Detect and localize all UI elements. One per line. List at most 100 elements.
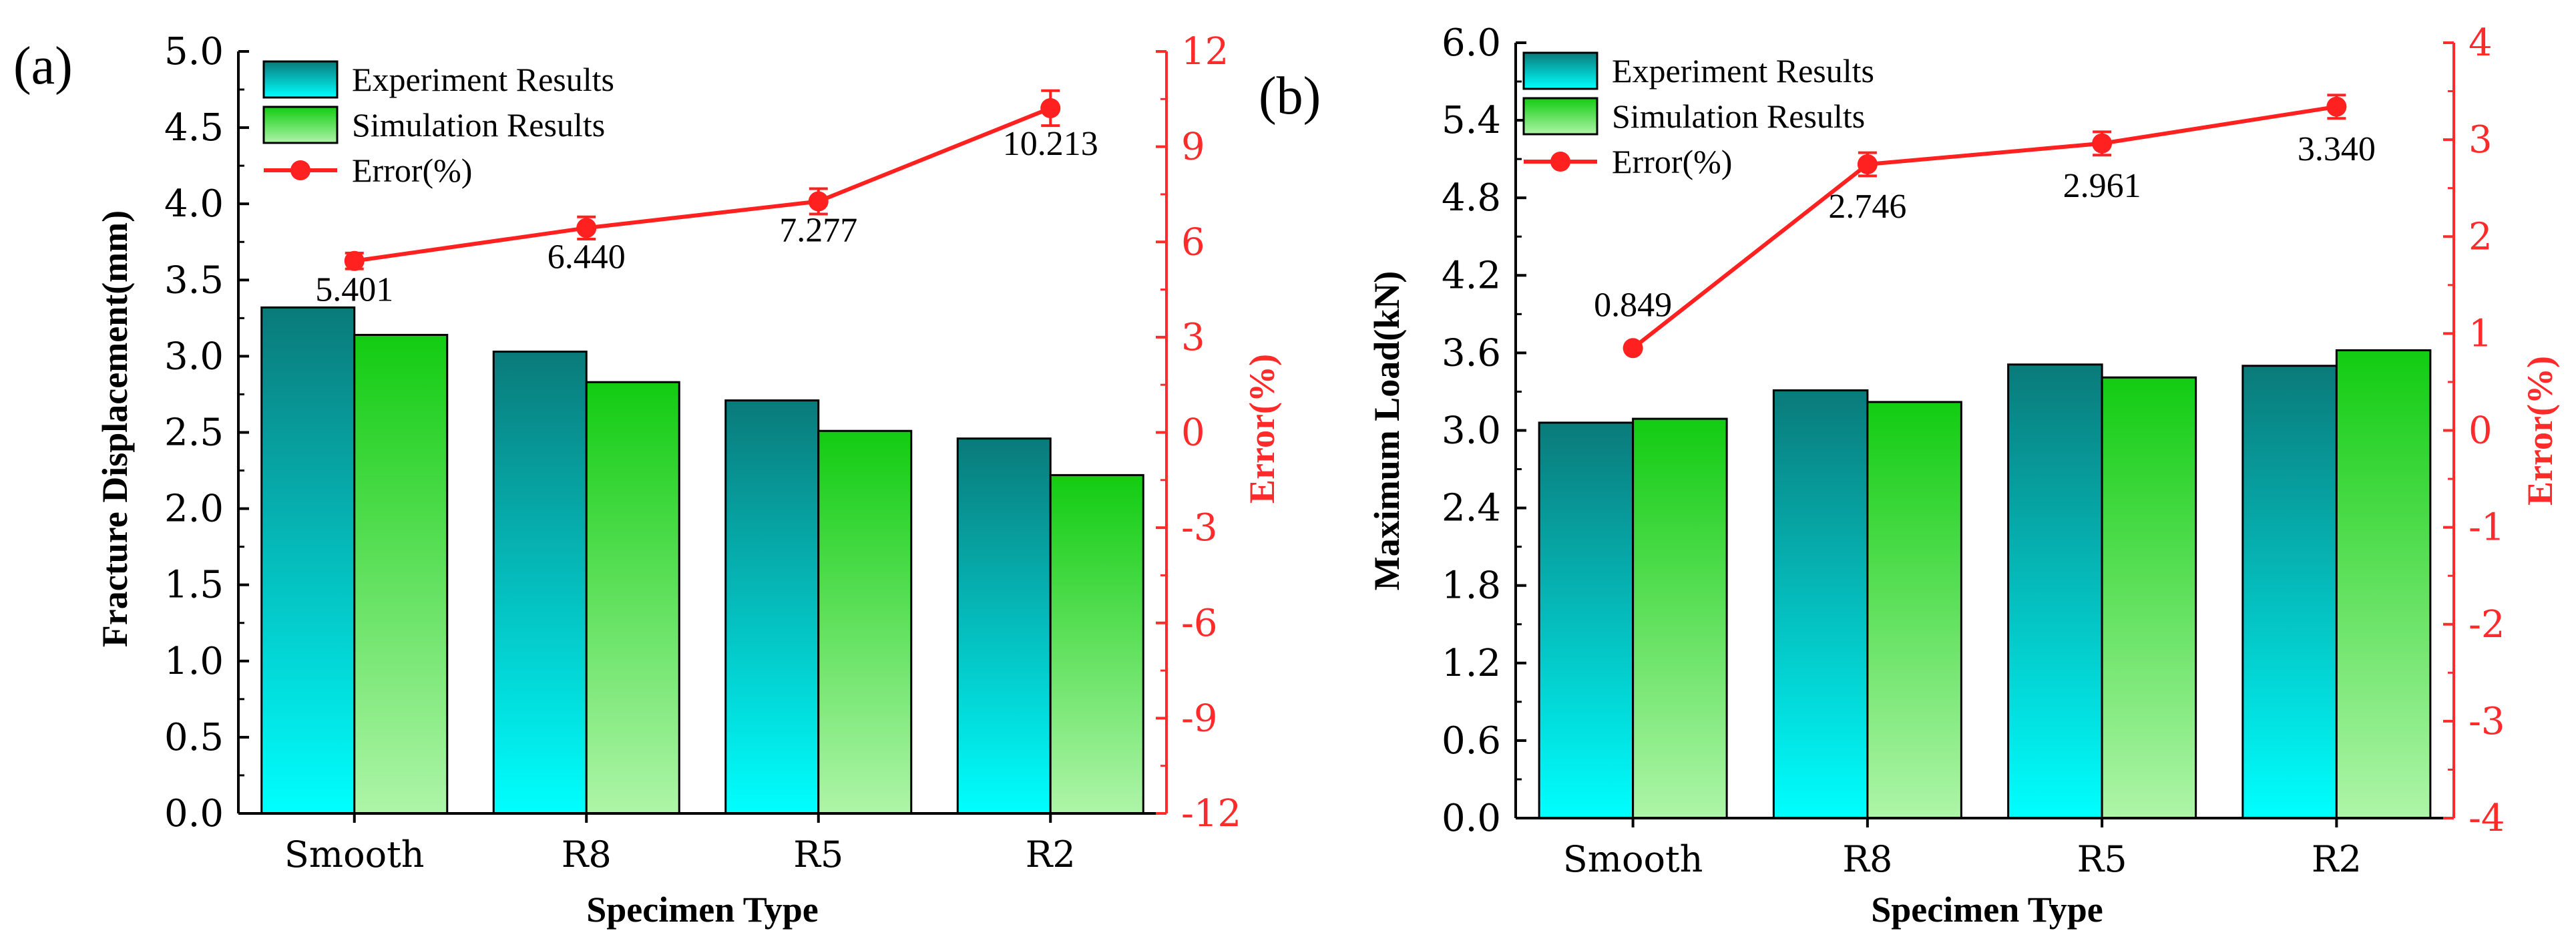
x-tick-label: Smooth (1563, 838, 1703, 880)
error-point (808, 191, 829, 212)
legend-swatch-marker (1550, 152, 1570, 172)
y-tick-label: 4.5 (164, 106, 224, 150)
y-tick-label: 3.0 (164, 335, 224, 378)
y-right-tick-label: -1 (2468, 506, 2505, 550)
chart-panel-b: (b) Specimen Type Maximum Load(kN) Error… (1259, 21, 2560, 930)
y-right-tick-label: 0 (2468, 409, 2493, 453)
y-tick-label: 3.0 (1442, 409, 1501, 453)
panel-label: (b) (1259, 67, 1321, 126)
legend-label: Simulation Results (1612, 98, 1865, 135)
legend-label: Error(%) (352, 152, 472, 189)
y-tick-label: 5.0 (164, 30, 224, 73)
y-right-tick-label: 3 (1181, 316, 1205, 359)
x-tick-label: Smooth (284, 833, 425, 876)
y-right-tick-label: 9 (1181, 126, 1205, 169)
legend-swatch (262, 106, 339, 144)
error-data-label: 10.213 (1003, 125, 1098, 163)
bar-experiment-r5 (724, 399, 820, 815)
bar-simulation-r2 (1049, 473, 1144, 815)
legend-swatch (262, 60, 339, 99)
y-tick-label: 2.0 (164, 488, 224, 531)
y-right-tick-label: -9 (1181, 697, 1218, 740)
x-axis-title: Specimen Type (586, 890, 819, 930)
y-right-tick-label: -6 (1181, 602, 1218, 645)
error-point (2092, 133, 2113, 154)
y-tick-label: 4.8 (1442, 176, 1501, 220)
error-data-label: 7.277 (779, 212, 857, 250)
legend-label: Experiment Results (1612, 52, 1874, 89)
y-right-tick-label: 0 (1181, 411, 1205, 455)
error-point (1857, 154, 1878, 174)
x-tick-label: R2 (1026, 833, 1076, 876)
bar-experiment-r2 (2241, 365, 2338, 819)
panel-label: (a) (13, 37, 73, 96)
y-right-tick-label: -2 (2468, 603, 2505, 646)
y-tick-label: 5.4 (1442, 99, 1501, 142)
y-right-tick-label: 6 (1181, 220, 1205, 264)
marks: 0.0 0.5 1.0 1.5 2.0 2.5 3.0 3.5 4.0 4.5 5.0 -12 -9 -6… (164, 30, 1241, 876)
bar-simulation-smooth (1632, 417, 1728, 819)
y-tick-label: 2.5 (164, 411, 224, 455)
error-data-label: 5.401 (315, 271, 393, 309)
bar-experiment-smooth (1538, 421, 1635, 819)
y-tick-label: 3.5 (164, 258, 224, 302)
error-data-label: 6.440 (548, 238, 626, 276)
y-tick-label: 1.0 (164, 640, 224, 683)
y-right-tick-label: 4 (2468, 21, 2493, 65)
x-tick-label: R2 (2312, 838, 2362, 880)
bar-experiment-r2 (956, 437, 1052, 815)
bar-simulation-r2 (2335, 349, 2432, 819)
error-line (1631, 104, 2337, 350)
y-axis-right-title: Error(%) (2520, 356, 2560, 506)
chart-panel-a: (a) Specimen Type Fracture Displacement(… (13, 30, 1282, 930)
legend-swatch (1522, 97, 1598, 136)
error-data-label: 2.746 (1828, 188, 1906, 226)
x-tick-label: R8 (1842, 838, 1892, 880)
bar-simulation-r5 (817, 429, 913, 815)
y-tick-label: 1.2 (1442, 642, 1501, 685)
legend-label: Error(%) (1612, 143, 1732, 180)
x-tick-label: R8 (562, 833, 612, 876)
bar-simulation-smooth (353, 333, 449, 815)
y-tick-label: 0.5 (164, 716, 224, 759)
y-right-tick-label: -12 (1181, 792, 1241, 835)
bar-simulation-r8 (1866, 401, 1962, 819)
y-right-tick-label: 12 (1181, 30, 1229, 73)
bar-experiment-smooth (260, 306, 356, 815)
error-point (344, 250, 365, 271)
y-right-tick-label: -3 (2468, 700, 2505, 743)
error-data-label: 2.961 (2063, 167, 2141, 205)
y-tick-label: 6.0 (1442, 21, 1501, 65)
y-tick-label: 1.5 (164, 564, 224, 607)
y-tick-label: 2.4 (1442, 487, 1501, 530)
error-data-label: 0.849 (1594, 286, 1672, 324)
error-data-label: 3.340 (2298, 130, 2376, 168)
y-right-tick-label: 3 (2468, 118, 2493, 162)
legend-swatch-marker (290, 160, 310, 180)
y-right-tick-label: 1 (2468, 312, 2493, 355)
error-line (354, 106, 1052, 263)
y-axis-title: Fracture Displacement(mm) (95, 210, 135, 647)
error-point (576, 218, 597, 238)
y-tick-label: 1.8 (1442, 564, 1501, 608)
y-tick-label: 4.0 (164, 182, 224, 226)
y-right-tick-label: -3 (1181, 506, 1218, 550)
y-axis-right-title: Error(%) (1242, 354, 1282, 504)
x-tick-label: R5 (793, 833, 843, 876)
marks: 0.0 0.6 1.2 1.8 2.4 3.0 3.6 4.2 4.8 5.4 6.0 -4 -3 -2 -… (1442, 21, 2505, 880)
bar-experiment-r8 (492, 351, 588, 815)
y-tick-label: 4.2 (1442, 254, 1501, 297)
y-tick-label: 3.6 (1442, 331, 1501, 375)
x-tick-label: R5 (2077, 838, 2127, 880)
legend-label: Experiment Results (352, 61, 614, 98)
error-point (2326, 96, 2347, 117)
y-tick-label: 0.0 (1442, 797, 1501, 840)
bar-experiment-r5 (2007, 363, 2103, 819)
legend-label: Simulation Results (352, 106, 605, 144)
bar-simulation-r8 (585, 381, 680, 815)
legend: Experiment Results Simulation Results Erro… (262, 60, 614, 189)
error-point (1623, 338, 1643, 359)
y-axis-title: Maximum Load(kN) (1367, 271, 1407, 591)
